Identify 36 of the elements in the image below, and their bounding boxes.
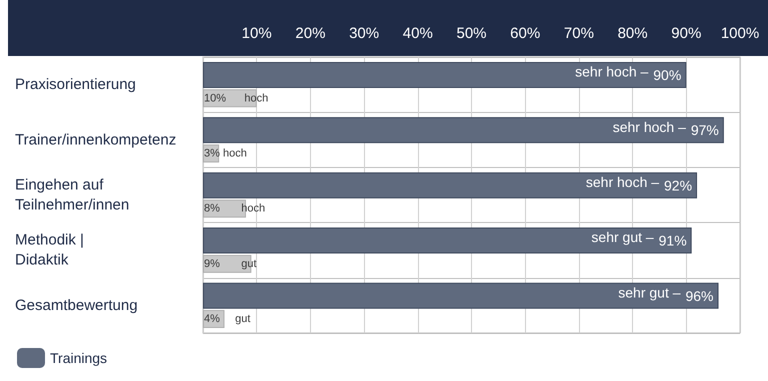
- data-label: 10% hoch: [204, 92, 268, 104]
- y-tick-label: Gesamtbewertung: [15, 296, 138, 314]
- bar: [203, 117, 724, 144]
- data-label: 3% hoch: [204, 147, 247, 160]
- annotation: sehr hoch –: [612, 118, 686, 135]
- data-label: 9% gut: [204, 258, 257, 270]
- x-tick-label: 10%: [242, 25, 272, 42]
- annotation: sehr hoch –: [575, 64, 648, 80]
- data-label: 92%: [664, 177, 692, 194]
- y-tick-label: Eingehen auf Teilnehmer/innen: [15, 176, 130, 214]
- x-tick-label: 70%: [564, 25, 594, 42]
- x-tick-label: 90%: [671, 25, 702, 42]
- bar: [203, 172, 698, 198]
- y-tick-label: Trainer/innenkompetenz: [15, 131, 176, 148]
- annotation: sehr gut –: [618, 284, 681, 300]
- y-tick-label: Praxisorientierung: [15, 76, 136, 94]
- legend-label: Trainings: [50, 350, 108, 366]
- data-label: 91%: [658, 232, 687, 249]
- bar: [203, 62, 686, 88]
- data-label: 8% hoch: [204, 202, 266, 215]
- x-tick-label: 20%: [295, 25, 326, 42]
- data-label: 4% gut: [204, 313, 250, 326]
- y-tick-label: Methodik | Didaktik: [15, 232, 84, 269]
- x-tick-label: 50%: [456, 25, 487, 42]
- bar: [203, 228, 692, 254]
- x-tick-label: 100%: [720, 25, 760, 42]
- data-label: 90%: [653, 66, 682, 83]
- annotation: sehr gut –: [591, 229, 654, 246]
- x-tick-label: 30%: [349, 25, 380, 42]
- bar: [203, 282, 719, 309]
- x-tick-label: 40%: [402, 25, 433, 42]
- annotation: sehr hoch –: [586, 174, 660, 190]
- data-label: 96%: [685, 288, 714, 304]
- data-label: 97%: [690, 122, 719, 138]
- x-tick-label: 60%: [510, 25, 540, 42]
- x-tick-label: 80%: [618, 25, 648, 42]
